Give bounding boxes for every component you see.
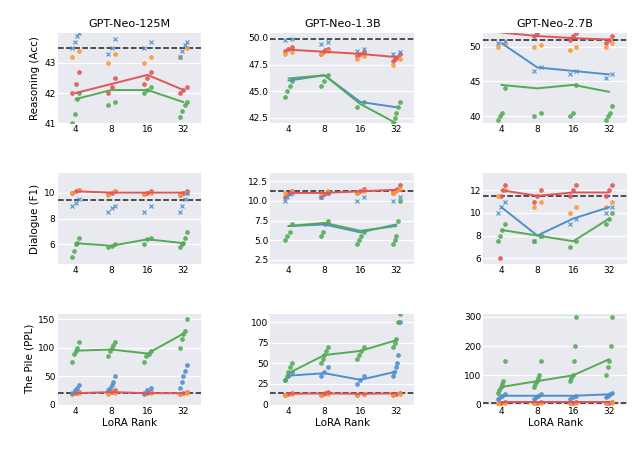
- Y-axis label: Dialogue (F1): Dialogue (F1): [30, 184, 40, 253]
- Y-axis label: The Pile (PPL): The Pile (PPL): [24, 324, 34, 394]
- X-axis label: LoRA Rank: LoRA Rank: [102, 418, 157, 428]
- X-axis label: LoRA Rank: LoRA Rank: [528, 418, 583, 428]
- Title: GPT-Neo-2.7B: GPT-Neo-2.7B: [517, 19, 594, 29]
- Title: GPT-Neo-1.3B: GPT-Neo-1.3B: [304, 19, 381, 29]
- Title: GPT-Neo-125M: GPT-Neo-125M: [88, 19, 171, 29]
- X-axis label: LoRA Rank: LoRA Rank: [315, 418, 370, 428]
- Y-axis label: Reasoning (Acc): Reasoning (Acc): [30, 36, 40, 120]
